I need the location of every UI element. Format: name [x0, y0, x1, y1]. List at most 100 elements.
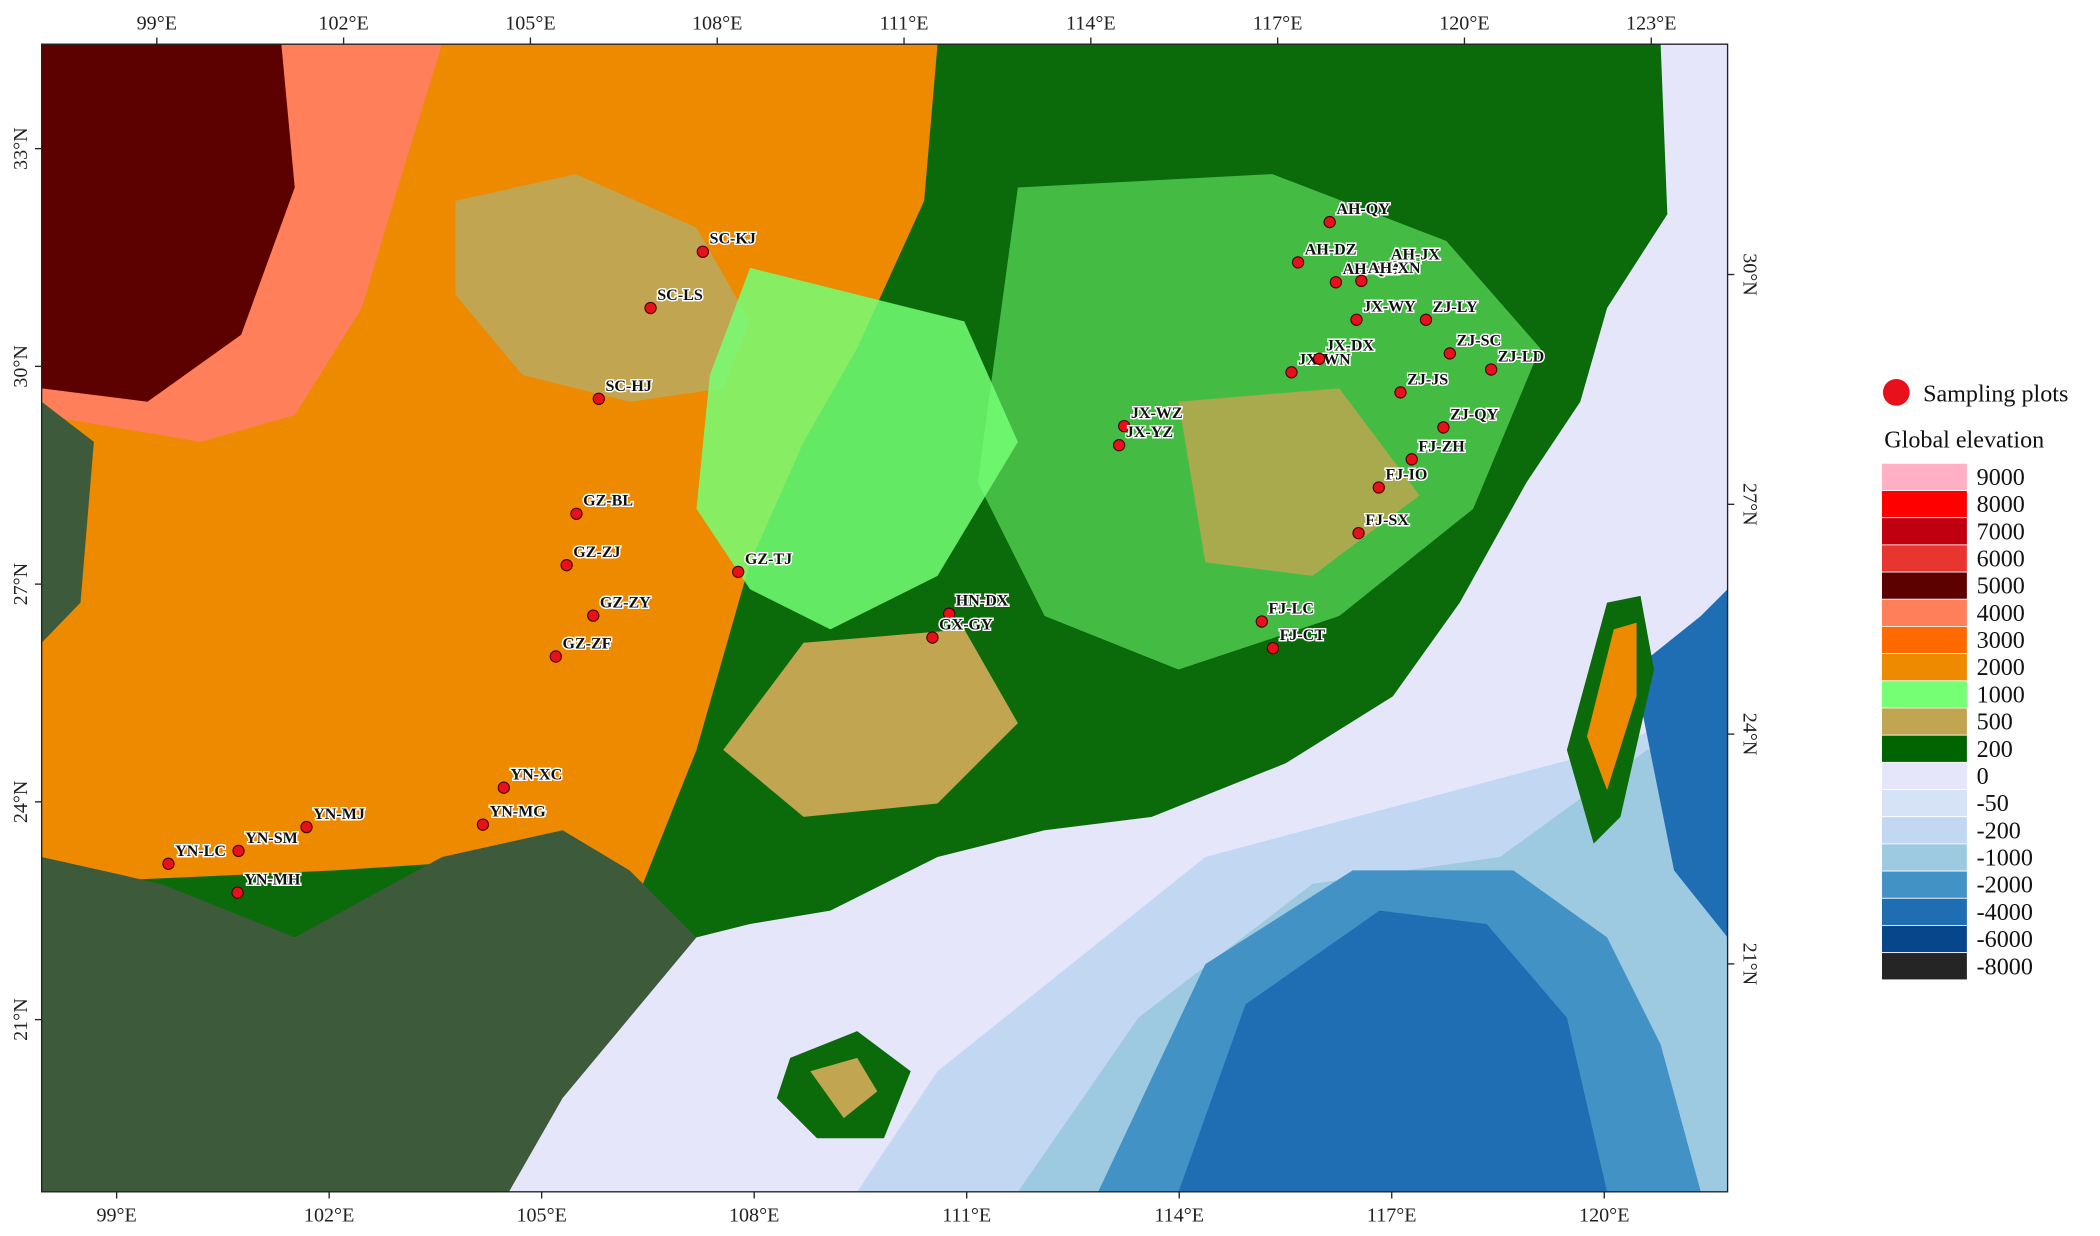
sampling-plot: [1378, 261, 1391, 274]
site-label: GZ-ZY: [600, 595, 651, 612]
legend-swatch: [1881, 789, 1968, 818]
site-label: ZJ-JS: [1407, 371, 1448, 388]
legend-swatch: [1881, 626, 1968, 655]
lon-label: 117°E: [1367, 1204, 1417, 1226]
sampling-plot: [592, 392, 605, 406]
site-label: AH-JX: [1391, 246, 1440, 263]
lat-label: 30°N: [1739, 253, 1761, 296]
legend-swatch: [1881, 952, 1968, 981]
lon-label: 114°E: [1154, 1204, 1204, 1226]
lat-label: 30°N: [10, 345, 32, 388]
site-label: GZ-ZF: [563, 635, 612, 652]
lon-label: 99°E: [137, 12, 177, 34]
legend-value: 4000: [1977, 601, 2025, 627]
site-label: FJ-CT: [1280, 627, 1326, 644]
sampling-plot: [232, 844, 245, 858]
legend-swatch: [1881, 462, 1968, 491]
lon-label: 108°E: [729, 1204, 779, 1226]
sampling-plot: [560, 559, 573, 572]
legend-value: -2000: [1977, 873, 2033, 899]
site-label: JX-WZ: [1131, 405, 1183, 422]
site-label: ZJ-QY: [1450, 406, 1499, 423]
site-label: YN-MJ: [313, 806, 365, 823]
lat-label: 27°N: [10, 562, 32, 605]
sampling-plot: [926, 631, 939, 644]
site-label: YN-SM: [245, 830, 298, 847]
sampling-plot: [1372, 481, 1385, 494]
lat-label: 21°N: [1739, 943, 1761, 986]
sampling-plot: [1313, 352, 1326, 365]
legend-swatch: [1881, 653, 1968, 682]
sampling-plot: [1255, 615, 1268, 628]
site-label: AH-DZ: [1305, 241, 1357, 258]
site-label: FJ-ZH: [1418, 438, 1465, 455]
lon-label: 108°E: [692, 12, 742, 34]
site-label: FJ-LC: [1268, 600, 1313, 617]
site-label: HN-DX: [956, 593, 1009, 610]
lon-label: 120°E: [1439, 12, 1489, 34]
sampling-plot: [1266, 642, 1280, 655]
legend-swatch: [1881, 843, 1968, 872]
legend-swatch: [1881, 571, 1968, 600]
sampling-plot: [1437, 421, 1450, 434]
legend-swatch: [1881, 707, 1968, 736]
site-label: ZJ-LY: [1433, 299, 1478, 316]
lat-label: 33°N: [10, 127, 32, 170]
lat-label: 24°N: [1739, 713, 1761, 756]
legend-value: 0: [1977, 764, 1989, 790]
site-label: YN-XC: [510, 767, 562, 784]
legend-swatch: [1881, 598, 1968, 627]
lon-label: 99°E: [96, 1204, 136, 1226]
site-label: JX-WY: [1363, 299, 1416, 316]
legend-value: -50: [1977, 791, 2009, 817]
legend-value: 7000: [1977, 519, 2025, 545]
sampling-plot: [1291, 256, 1305, 269]
terrain: [41, 44, 1728, 1192]
legend-value: 9000: [1977, 465, 2025, 491]
sampling-plot: [732, 565, 745, 579]
site-label: ZJ-LD: [1498, 348, 1544, 365]
sampling-plot: [587, 609, 600, 622]
site-label: ZJ-SC: [1457, 332, 1502, 349]
sampling-plot: [570, 507, 583, 520]
sampling-plot: [1394, 386, 1407, 399]
lat-label: 24°N: [10, 780, 32, 823]
site-label: GX-GY: [939, 617, 993, 634]
lon-label: 117°E: [1253, 12, 1303, 34]
lon-label: 111°E: [880, 12, 929, 34]
site-label: GZ-TJ: [745, 551, 792, 568]
sampling-plot: [1118, 419, 1131, 433]
sampling-plot: [644, 301, 657, 315]
legend-value: -1000: [1977, 846, 2033, 872]
site-label: GZ-BL: [583, 493, 633, 510]
site-label: GZ-ZJ: [573, 544, 620, 561]
legend-value: 6000: [1977, 547, 2025, 573]
sampling-plot: [1285, 366, 1298, 379]
legend-swatch: [1881, 925, 1968, 954]
sampling-plot: [942, 607, 956, 620]
sampling-plot: [1350, 313, 1363, 326]
site-label: FJ-IO: [1385, 466, 1427, 483]
legend-swatch: [1881, 897, 1968, 926]
legend-swatch: [1881, 816, 1968, 845]
sampling-plot: [162, 857, 175, 870]
legend-label: Sampling plots: [1923, 382, 2068, 408]
site-label: YN-LC: [175, 843, 226, 860]
sampling-plot: [1484, 363, 1498, 376]
legend-value: -8000: [1977, 954, 2033, 980]
legend-swatch: [1881, 490, 1968, 519]
lon-label: 102°E: [304, 1204, 354, 1226]
sampling-plot: [1352, 526, 1365, 540]
sampling-plot: [497, 781, 510, 794]
sampling-plot: [549, 650, 562, 663]
site-label: JX-YZ: [1126, 424, 1173, 441]
sampling-plot: [1443, 347, 1456, 360]
legend-swatch: [1881, 870, 1968, 899]
legend-swatch: [1881, 734, 1968, 763]
sampling-plot: [1405, 453, 1418, 466]
site-label: SC-KJ: [710, 231, 756, 248]
lat-label: 21°N: [10, 998, 32, 1041]
site-label: JX-DX: [1326, 338, 1375, 355]
sampling-plot: [696, 245, 710, 258]
legend-value: 8000: [1977, 492, 2025, 518]
